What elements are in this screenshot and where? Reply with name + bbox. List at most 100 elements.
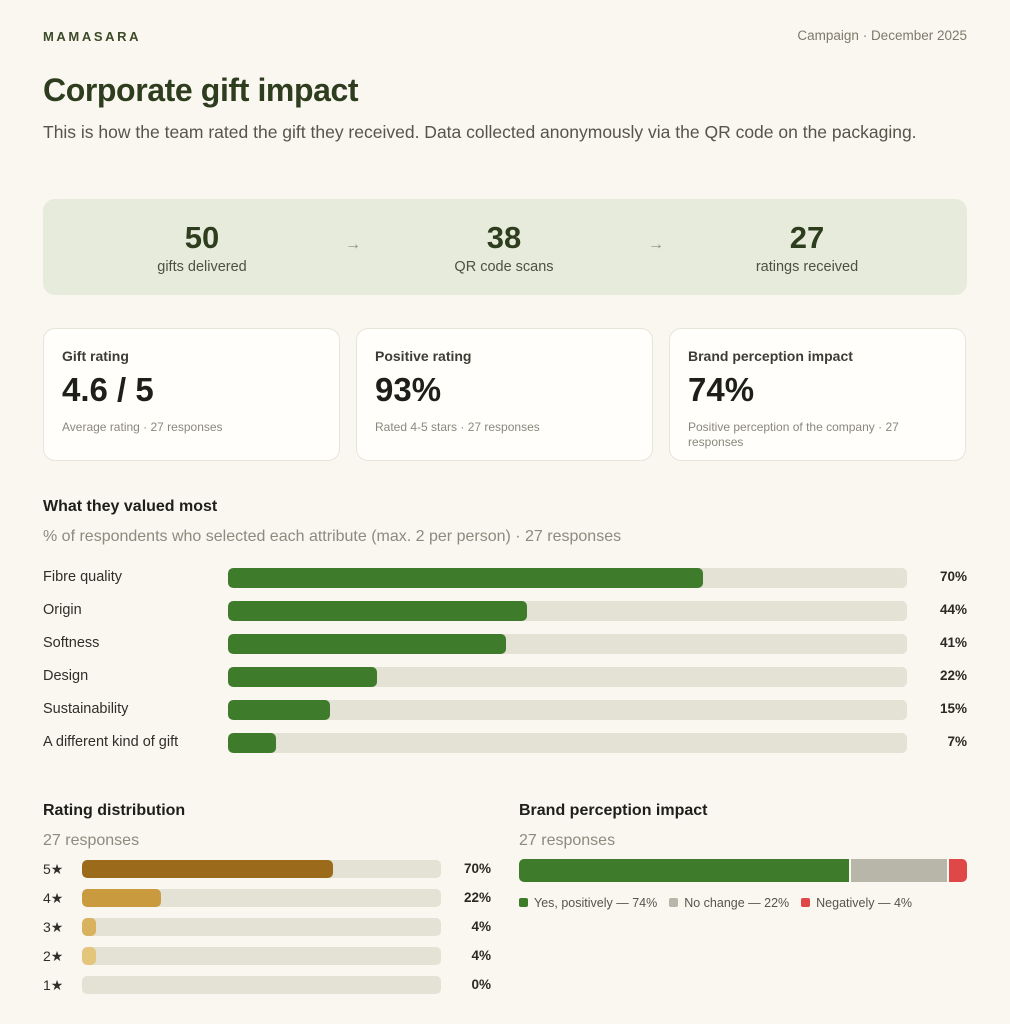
bar-fill	[228, 733, 276, 753]
bar-fill	[228, 700, 330, 720]
funnel-value: 27	[789, 220, 825, 255]
bar-value-label: 15%	[939, 701, 967, 716]
funnel-value: 50	[184, 220, 220, 255]
rating-fill	[82, 889, 161, 907]
card-gift-rating: Gift rating 4.6 / 5 Average rating · 27 …	[43, 328, 340, 461]
legend-swatch	[669, 898, 679, 907]
arrow-right-icon: →	[345, 236, 361, 253]
page-title: Corporate gift impact	[43, 72, 359, 108]
bar-fill	[228, 601, 527, 621]
card-value: 4.6 / 5	[62, 371, 154, 408]
bar-value-label: 70%	[939, 569, 967, 584]
bar-track	[228, 634, 907, 654]
rating-value-label: 4%	[471, 919, 491, 934]
bar-label: Origin	[43, 602, 82, 618]
legend-label: Negatively — 4%	[816, 896, 913, 910]
rating-track	[82, 918, 441, 936]
legend-swatch	[519, 898, 528, 907]
rating-fill	[82, 918, 97, 936]
card-label: Positive rating	[375, 348, 472, 364]
rating-label: 4★	[43, 890, 64, 906]
perception-segment	[949, 859, 967, 882]
funnel-label: QR code scans	[454, 259, 554, 275]
card-label: Brand perception impact	[688, 348, 853, 364]
bar-row: Sustainability 15%	[43, 699, 967, 721]
rating-fill	[82, 947, 97, 965]
funnel-value: 38	[486, 220, 522, 255]
rating-row: 1★ 0%	[43, 975, 491, 995]
card-value: 74%	[688, 371, 755, 408]
bar-track	[228, 700, 907, 720]
bar-track	[228, 568, 907, 588]
funnel-step-scans: 38 QR code scans	[394, 219, 614, 275]
bar-value-label: 41%	[939, 635, 967, 650]
funnel-step-delivered: 50 gifts delivered	[92, 219, 312, 275]
brand-logo: MAMASARA	[43, 29, 142, 44]
bar-value-label: 7%	[947, 734, 967, 749]
legend-label: Yes, positively — 74%	[534, 896, 658, 910]
perception-chart-subtitle: 27 responses	[519, 832, 616, 849]
rating-track	[82, 947, 441, 965]
bar-fill	[228, 634, 507, 654]
bar-label: Design	[43, 668, 89, 684]
funnel-step-ratings: 27 ratings received	[697, 219, 917, 275]
rating-value-label: 4%	[471, 948, 491, 963]
bar-row: Design 22%	[43, 666, 967, 688]
bar-track	[228, 601, 907, 621]
legend-swatch	[801, 898, 811, 907]
funnel-summary: 50 gifts delivered → 38 QR code scans → …	[43, 199, 967, 295]
legend-label: No change — 22%	[684, 896, 790, 910]
card-brand-perception: Brand perception impact 74% Positive per…	[669, 328, 966, 461]
rating-chart-subtitle: 27 responses	[43, 832, 140, 849]
bar-value-label: 22%	[939, 668, 967, 683]
perception-segment	[519, 859, 849, 882]
rating-value-label: 0%	[471, 977, 491, 992]
legend-item: Yes, positively — 74%	[519, 896, 657, 910]
bar-label: Fibre quality	[43, 569, 122, 585]
rating-track	[82, 860, 441, 878]
bar-row: Origin 44%	[43, 600, 967, 622]
arrow-right-icon: →	[648, 236, 664, 253]
rating-row: 3★ 4%	[43, 917, 491, 937]
card-label: Gift rating	[62, 348, 129, 364]
bar-row: A different kind of gift 7%	[43, 732, 967, 754]
bar-track	[228, 733, 907, 753]
bar-row: Fibre quality 70%	[43, 567, 967, 589]
perception-chart-title: Brand perception impact	[519, 802, 708, 819]
legend-item: No change — 22%	[669, 896, 789, 910]
card-value: 93%	[375, 371, 442, 408]
rating-value-label: 22%	[463, 890, 491, 905]
bar-fill	[228, 667, 378, 687]
legend-item: Negatively — 4%	[801, 896, 912, 910]
intro-text: This is how the team rated the gift they…	[43, 122, 917, 142]
card-positive-rating: Positive rating 93% Rated 4-5 stars · 27…	[356, 328, 653, 461]
rating-label: 3★	[43, 919, 64, 935]
bar-row: Softness 41%	[43, 633, 967, 655]
rating-label: 1★	[43, 977, 64, 993]
rating-row: 4★ 22%	[43, 888, 491, 908]
campaign-date: Campaign · December 2025	[797, 28, 967, 43]
card-note: Average rating · 27 responses	[62, 420, 223, 434]
bar-fill	[228, 568, 704, 588]
valued-chart-title: What they valued most	[43, 498, 218, 515]
valued-chart-subtitle: % of respondents who selected each attri…	[43, 528, 622, 545]
funnel-label: gifts delivered	[157, 259, 247, 275]
perception-legend: Yes, positively — 74% No change — 22% Nega…	[519, 896, 979, 910]
rating-chart-title: Rating distribution	[43, 802, 186, 819]
bar-label: Sustainability	[43, 701, 129, 717]
bar-track	[228, 667, 907, 687]
rating-track	[82, 889, 441, 907]
card-note: Positive perception of the company · 27 …	[688, 420, 899, 449]
rating-row: 5★ 70%	[43, 859, 491, 879]
rating-row: 2★ 4%	[43, 946, 491, 966]
bar-label: Softness	[43, 635, 100, 651]
rating-value-label: 70%	[463, 861, 491, 876]
bar-value-label: 44%	[939, 602, 967, 617]
rating-track	[82, 976, 441, 994]
bar-label: A different kind of gift	[43, 734, 179, 750]
card-note: Rated 4-5 stars · 27 responses	[375, 420, 540, 434]
perception-stacked-bar	[519, 859, 967, 882]
rating-label: 5★	[43, 861, 64, 877]
rating-fill	[82, 860, 334, 878]
rating-label: 2★	[43, 948, 64, 964]
